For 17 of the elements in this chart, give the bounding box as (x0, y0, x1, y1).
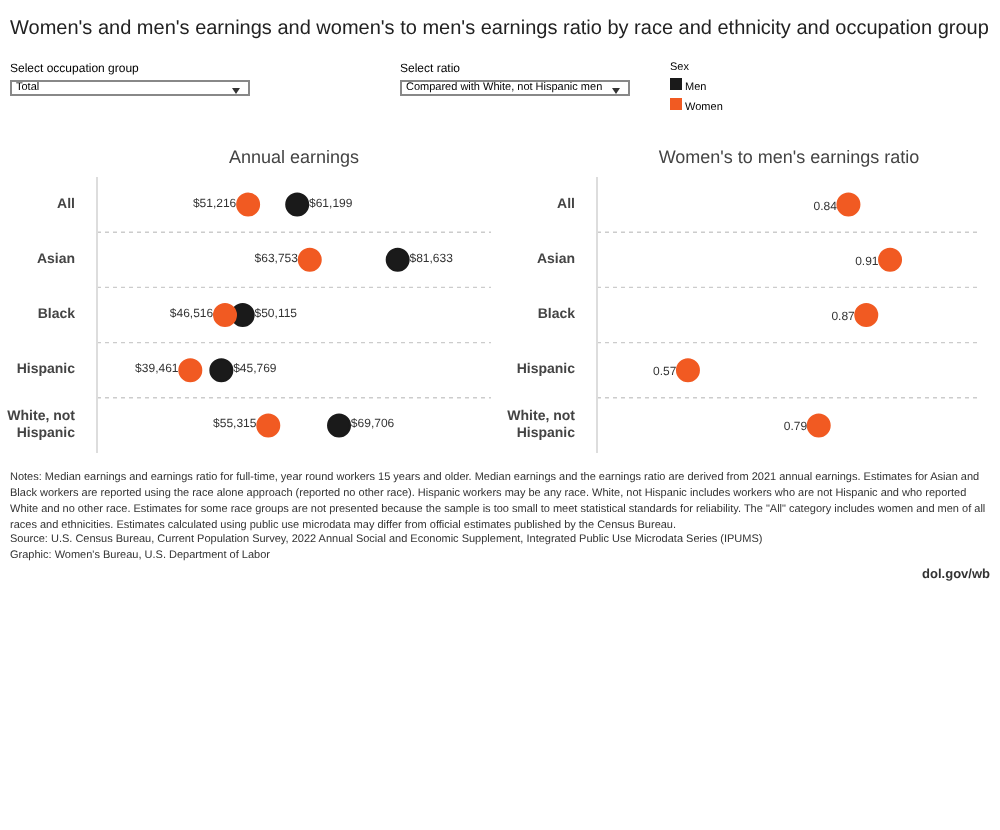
point (178, 358, 203, 383)
point (297, 247, 322, 272)
point (327, 413, 352, 438)
point (285, 192, 310, 217)
chart-subtitle: Annual earnings (228, 147, 361, 167)
chart-title: Women's to men's earnings ratio (658, 147, 920, 167)
point (256, 413, 281, 438)
point (675, 358, 700, 383)
point (854, 303, 879, 327)
point (385, 247, 410, 272)
point (878, 247, 903, 272)
point (806, 413, 831, 438)
point (213, 303, 238, 327)
point (236, 192, 261, 217)
point (836, 192, 861, 217)
point (209, 358, 234, 383)
text: Women's and men's earnings and women's to men's earnings ratio by race and ethnicity and occupation group (10, 16, 989, 44)
